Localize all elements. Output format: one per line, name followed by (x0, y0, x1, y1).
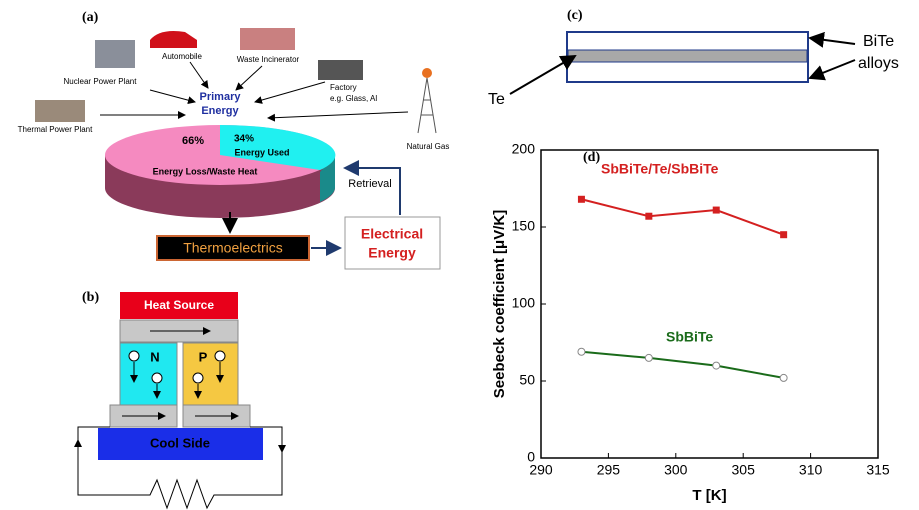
icon (95, 40, 135, 68)
figure: (a) Nuclear Power Plant Automobile Waste… (0, 0, 919, 510)
panel-label: (d) (583, 150, 600, 165)
panel-b: (b) Heat Source N P Cool Side (78, 290, 282, 508)
series-line (581, 199, 783, 234)
primary-energy: Primary (200, 91, 242, 103)
pie-text: Energy Used (234, 147, 289, 157)
source: Natural Gas (407, 142, 450, 151)
source: Factory (330, 83, 357, 92)
icon (318, 60, 363, 80)
panel-label: (a) (82, 10, 99, 25)
icon (150, 31, 197, 48)
icon (418, 78, 436, 133)
y-tick-label: 100 (512, 295, 536, 311)
p-leg (183, 343, 238, 405)
pct: 34% (234, 134, 254, 145)
pie-text: Energy Loss/Waste Heat (153, 166, 258, 176)
panel-label: (c) (567, 8, 583, 23)
n-label: N (150, 349, 159, 364)
source: Waste Incinerator (237, 55, 300, 64)
source: e.g. Glass, Al (330, 94, 377, 103)
panel-c: (c) BiTe alloys Te (488, 8, 899, 108)
electrical-energy: Electrical (361, 226, 423, 242)
y-tick-label: 50 (519, 372, 535, 388)
panel-a: (a) Nuclear Power Plant Automobile Waste… (18, 10, 450, 269)
cool-side-label: Cool Side (150, 435, 210, 450)
panel-label: (b) (82, 290, 99, 305)
n-leg (120, 343, 177, 405)
retrieval: Retrieval (348, 178, 391, 190)
series-label: SbBiTe/Te/SbBiTe (601, 161, 719, 177)
thermoelectrics: Thermoelectrics (183, 240, 283, 256)
source: Automobile (162, 52, 203, 61)
electrical-energy: Energy (368, 245, 416, 261)
source: Nuclear Power Plant (64, 77, 138, 86)
primary-energy: Energy (201, 105, 239, 117)
series-label: SbBiTe (666, 329, 713, 345)
p-label: P (199, 349, 208, 364)
arrow (345, 168, 400, 215)
icon (422, 68, 432, 78)
x-tick-label: 300 (664, 462, 688, 478)
y-tick-label: 0 (527, 449, 535, 465)
x-tick-label: 315 (866, 462, 890, 478)
heat-source-label: Heat Source (144, 298, 214, 312)
y-axis-label: Seebeck coefficient [μV/K] (491, 210, 508, 398)
bite-label: alloys (858, 55, 899, 72)
point (578, 348, 585, 355)
point (713, 207, 720, 214)
icon (240, 28, 295, 50)
icon (35, 100, 85, 122)
point (780, 231, 787, 238)
source: Thermal Power Plant (18, 125, 93, 134)
point (713, 362, 720, 369)
y-tick-label: 150 (512, 218, 536, 234)
te-layer (568, 50, 807, 62)
x-axis-label: T [K] (692, 487, 726, 504)
x-tick-label: 310 (799, 462, 823, 478)
x-tick-label: 305 (732, 462, 756, 478)
point (645, 354, 652, 361)
te-label: Te (488, 91, 505, 108)
series-line (581, 352, 783, 378)
pct: 66% (182, 135, 204, 147)
point (780, 374, 787, 381)
bite-label: BiTe (863, 33, 894, 50)
point (578, 196, 585, 203)
plot-frame (541, 150, 878, 458)
point (645, 213, 652, 220)
y-tick-label: 200 (512, 141, 536, 157)
x-tick-label: 295 (597, 462, 621, 478)
